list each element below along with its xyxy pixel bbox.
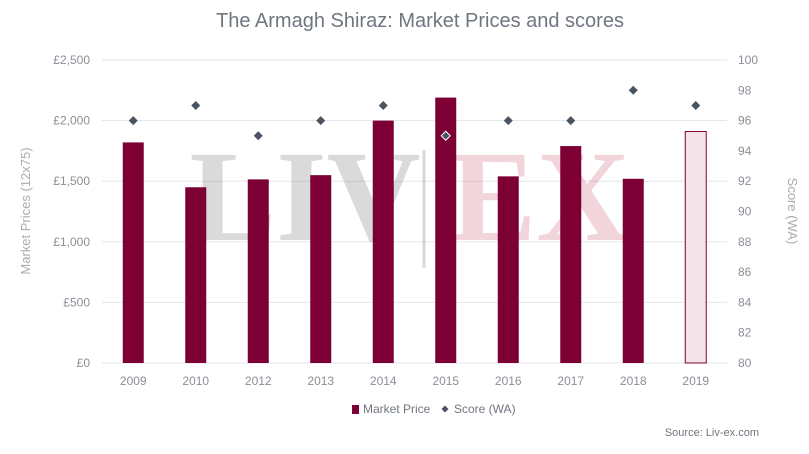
bar-2014 [372, 120, 394, 363]
x-tick-label: 2013 [307, 374, 334, 388]
bar-2017 [560, 146, 582, 363]
score-marker-2012 [253, 131, 263, 141]
x-tick-label: 2012 [245, 374, 272, 388]
right-tick-label: 100 [738, 53, 758, 67]
x-axis-ticks: 2009 2010 2012 2013 2014 2015 2016 2017 2018 2019 [120, 374, 710, 388]
right-tick-label: 94 [738, 144, 752, 158]
x-tick-label: 2014 [370, 374, 397, 388]
x-tick-label: 2015 [432, 374, 459, 388]
x-tick-label: 2016 [495, 374, 522, 388]
legend-label-market-price: Market Price [363, 402, 431, 416]
bar-2009 [122, 142, 144, 363]
bar-2018 [622, 178, 644, 363]
left-tick-label: £2,500 [53, 53, 90, 67]
x-tick-label: 2010 [182, 374, 209, 388]
left-tick-label: £1,000 [53, 235, 90, 249]
right-tick-label: 80 [738, 356, 752, 370]
score-marker-2016 [503, 116, 513, 126]
score-marker-2010 [191, 100, 201, 110]
right-tick-label: 84 [738, 295, 752, 309]
right-tick-label: 82 [738, 326, 752, 340]
right-tick-label: 90 [738, 205, 752, 219]
legend: Market Price Score (WA) [352, 402, 516, 416]
source-note: Source: Liv-ex.com [665, 427, 759, 439]
legend-label-score: Score (WA) [454, 402, 516, 416]
legend-swatch-score [441, 405, 449, 413]
watermark-right: EX [450, 125, 631, 269]
score-markers [128, 85, 701, 141]
right-axis-ticks: 80 82 84 86 88 90 92 94 96 98 100 [738, 53, 758, 370]
right-tick-label: 86 [738, 265, 752, 279]
x-tick-label: 2019 [682, 374, 709, 388]
left-tick-label: £500 [63, 295, 90, 309]
x-tick-label: 2009 [120, 374, 147, 388]
bar-2015 [435, 97, 457, 364]
legend-swatch-market-price [352, 405, 359, 414]
right-tick-label: 96 [738, 114, 752, 128]
score-marker-2015 [440, 130, 451, 141]
left-tick-label: £0 [77, 356, 91, 370]
right-tick-label: 98 [738, 83, 752, 97]
score-marker-2013 [316, 116, 326, 126]
bar-2016 [497, 176, 519, 363]
chart-title: The Armagh Shiraz: Market Prices and sco… [216, 10, 624, 32]
score-marker-2019 [691, 100, 701, 110]
bar-2013 [310, 175, 332, 363]
bar-2012 [247, 179, 269, 363]
score-marker-2017 [566, 116, 576, 126]
left-axis-ticks: £0 £500 £1,000 £1,500 £2,000 £2,500 [53, 53, 90, 370]
score-marker-2018 [628, 85, 638, 95]
x-tick-label: 2017 [557, 374, 584, 388]
bars [122, 97, 707, 364]
score-marker-2014 [378, 100, 388, 110]
right-tick-label: 88 [738, 235, 752, 249]
score-marker-2009 [128, 116, 138, 126]
bar-2010 [185, 187, 207, 363]
x-tick-label: 2018 [620, 374, 647, 388]
left-tick-label: £2,000 [53, 114, 90, 128]
left-axis-title: Market Prices (12x75) [18, 147, 33, 274]
right-tick-label: 92 [738, 174, 752, 188]
bar-2019 [684, 131, 707, 364]
right-axis-title: Score (WA) [785, 178, 800, 245]
left-tick-label: £1,500 [53, 174, 90, 188]
